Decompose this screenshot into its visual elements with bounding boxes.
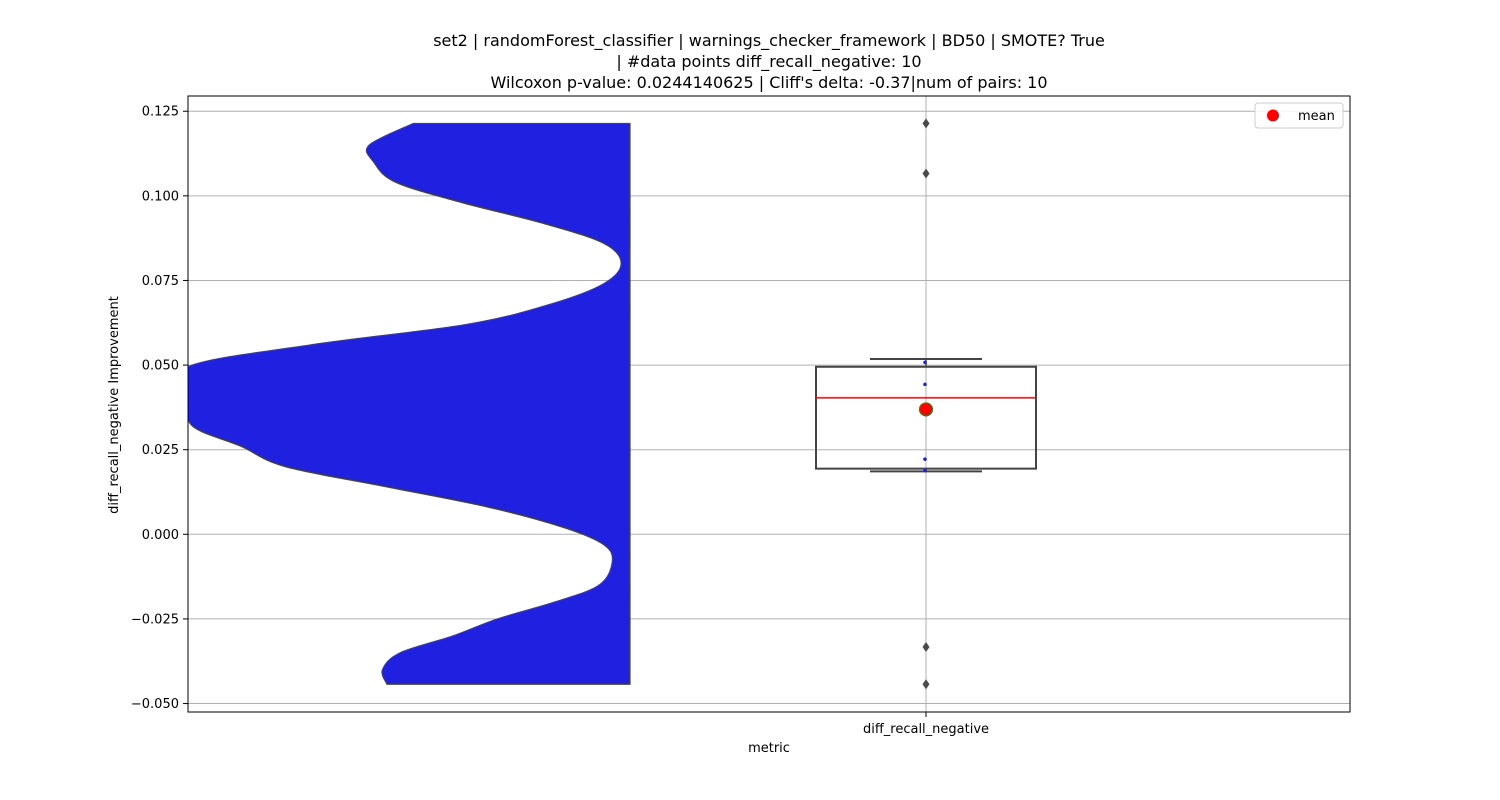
violin-body [188, 122, 631, 685]
boxplot [815, 118, 1037, 690]
x-tick-label: diff_recall_negative [863, 722, 989, 737]
mean-marker [918, 402, 934, 417]
y-tick-label: 0.100 [142, 189, 179, 204]
violin [188, 122, 631, 685]
y-tick-label: −0.025 [131, 612, 179, 627]
plot-frame [187, 95, 1351, 713]
legend: mean [1254, 102, 1344, 129]
data-point [923, 382, 927, 387]
data-point [923, 457, 927, 461]
title-line-3: Wilcoxon p-value: 0.0244140625 | Cliff's… [490, 73, 1047, 92]
y-axis-label: diff_recall_negative Improvement [107, 296, 122, 514]
outlier-marker [922, 118, 930, 129]
legend-mean-label: mean [1298, 109, 1335, 124]
legend-mean-marker [1267, 109, 1279, 122]
x-axis-label: metric [748, 741, 790, 756]
y-tick-label: 0.075 [142, 274, 179, 289]
chart-title: set2 | randomForest_classifier | warning… [433, 31, 1105, 92]
data-point [923, 360, 927, 365]
outlier-marker [922, 679, 930, 690]
title-line-2: | #data points diff_recall_negative: 10 [616, 52, 921, 72]
outlier-marker [922, 168, 930, 179]
y-tick-label: 0.025 [142, 443, 179, 458]
y-tick-label: 0.000 [142, 528, 179, 543]
outlier-marker [922, 642, 930, 653]
y-tick-label: 0.125 [142, 105, 179, 120]
data-point [923, 468, 927, 473]
title-line-1: set2 | randomForest_classifier | warning… [433, 31, 1105, 51]
y-axis-ticks: −0.050 −0.025 0.000 0.025 0.050 0.075 0.100 0.1… [131, 105, 188, 712]
legend-frame [1254, 102, 1344, 129]
y-tick-label: 0.050 [142, 359, 179, 374]
x-axis-ticks: diff_recall_negative [863, 712, 989, 737]
box-iqr [815, 365, 1037, 470]
y-tick-label: −0.050 [131, 697, 179, 712]
